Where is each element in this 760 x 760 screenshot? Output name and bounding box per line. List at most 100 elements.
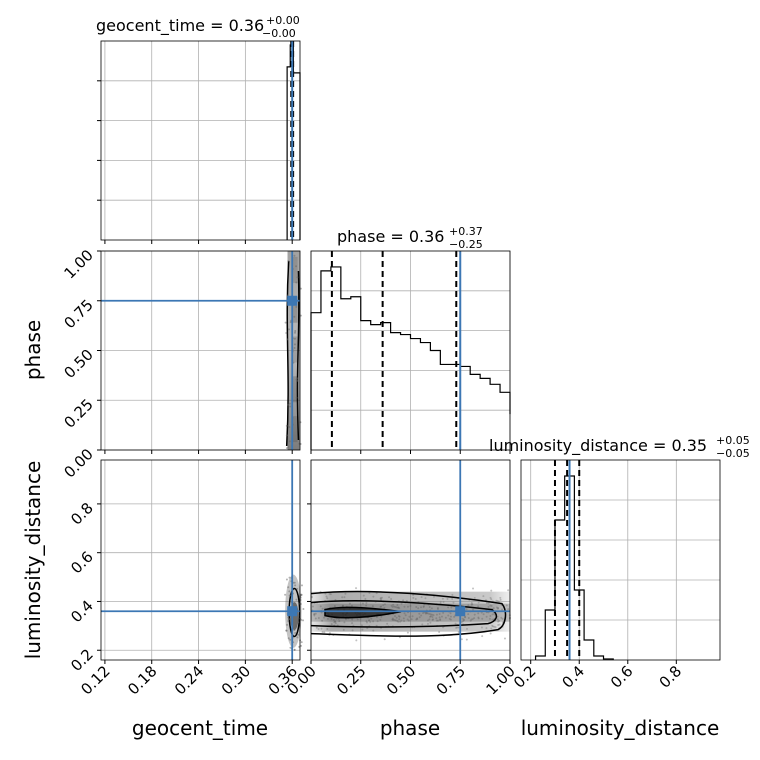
sample-point <box>300 618 303 621</box>
sample-point <box>503 637 506 640</box>
title-luminosity-distance: luminosity_distance = 0.35 +0.05 −0.05 <box>489 434 750 460</box>
sample-point <box>284 593 287 596</box>
y-tick-label: 0.50 <box>60 346 96 382</box>
truth-marker <box>287 606 298 617</box>
x-tick-label: 0.6 <box>607 662 637 692</box>
sample-point <box>287 618 290 621</box>
sample-point <box>300 593 303 596</box>
sample-point <box>285 447 288 450</box>
sample-point <box>460 638 463 641</box>
sample-point <box>288 590 291 593</box>
sample-point <box>296 587 299 590</box>
xlabel-geocent-time: geocent_time <box>132 716 268 740</box>
ylabel-luminosity-distance: luminosity_distance <box>21 461 45 660</box>
sample-point <box>355 639 358 642</box>
sample-point <box>293 581 296 584</box>
sample-point <box>287 616 290 619</box>
sample-point <box>293 346 296 349</box>
svg-text:+0.00: +0.00 <box>266 14 300 27</box>
sample-point <box>297 614 300 617</box>
sample-point <box>286 623 289 626</box>
panel-hist-luminosity-distance: 0.2 0.4 0.6 0.8 <box>510 459 721 692</box>
sample-point <box>472 587 475 590</box>
axes-frame <box>100 459 301 661</box>
x-tick-label: 0.24 <box>171 662 207 698</box>
sample-point <box>294 584 297 587</box>
x-tick-label: 0.75 <box>433 662 469 698</box>
sample-point <box>383 638 386 641</box>
sample-point <box>294 331 297 334</box>
sample-point <box>294 631 297 634</box>
density-cell <box>291 416 298 443</box>
sample-point <box>406 631 409 634</box>
sample-point <box>293 629 296 632</box>
axes-frame <box>520 459 721 661</box>
svg-text:+0.37: +0.37 <box>449 225 483 238</box>
sample-point <box>297 621 300 624</box>
histogram-step <box>534 475 614 660</box>
truth-marker <box>455 606 466 617</box>
svg-text:−0.05: −0.05 <box>716 447 750 460</box>
sample-point <box>293 254 296 257</box>
sample-point <box>288 576 291 579</box>
sample-point <box>285 424 288 427</box>
sample-point <box>295 598 298 601</box>
sample-point <box>289 321 292 324</box>
panel-hist-geocent-time <box>97 40 301 244</box>
sample-point <box>295 624 298 627</box>
sample-point <box>296 636 299 639</box>
sample-point <box>287 619 290 622</box>
sample-point <box>300 644 303 647</box>
sample-point <box>289 405 292 408</box>
y-tick-label: 0.25 <box>60 395 96 431</box>
sample-point <box>287 586 290 589</box>
sample-point <box>295 396 298 399</box>
sample-point <box>300 641 303 644</box>
panel-hist-phase <box>310 250 511 454</box>
xlabel-luminosity-distance: luminosity_distance <box>521 716 720 740</box>
sample-point <box>296 276 299 279</box>
sample-point <box>293 315 296 318</box>
sample-point <box>293 337 296 340</box>
title-geocent-time: geocent_time = 0.36 +0.00 −0.00 <box>96 14 300 40</box>
sample-point <box>284 321 287 324</box>
sample-point <box>285 578 288 581</box>
sample-point <box>287 328 290 331</box>
y-tick-label: 0.4 <box>67 597 97 627</box>
sample-point <box>489 632 492 635</box>
panel-2d-geocent-time-luminosity-distance: 0.12 0.18 0.24 0.30 0.360.20.40.60.8 <box>67 459 305 698</box>
density-cell <box>291 256 298 283</box>
x-tick-label: 0.2 <box>510 662 540 692</box>
sample-point <box>355 587 358 590</box>
svg-text:geocent_time = 0.36: geocent_time = 0.36 <box>96 16 264 36</box>
sample-point <box>295 281 298 284</box>
svg-text:phase = 0.36: phase = 0.36 <box>337 227 444 246</box>
x-tick-label: 0.50 <box>383 662 419 698</box>
sample-point <box>490 589 493 592</box>
ylabel-phase: phase <box>21 320 45 380</box>
contour-line <box>285 260 290 447</box>
sample-point <box>285 629 288 632</box>
sample-point <box>507 589 510 592</box>
svg-text:+0.05: +0.05 <box>716 434 750 447</box>
y-tick-label: 1.00 <box>60 246 96 282</box>
sample-point <box>465 638 468 641</box>
x-tick-label: 0.25 <box>333 662 369 698</box>
sample-point <box>293 649 296 652</box>
sample-point <box>297 602 300 605</box>
sample-point <box>300 584 303 587</box>
sample-point <box>289 594 292 597</box>
y-tick-label: 0.75 <box>60 296 96 332</box>
panel-2d-geocent-time-phase: 0.00 0.25 0.50 0.75 1.00 <box>60 246 302 481</box>
sample-point <box>286 338 289 341</box>
sample-point <box>288 402 291 405</box>
sample-point <box>302 619 305 622</box>
sample-point <box>297 633 300 636</box>
svg-text:−0.00: −0.00 <box>262 27 296 40</box>
sample-point <box>286 403 289 406</box>
histogram-step <box>310 266 511 450</box>
sample-point <box>481 635 484 638</box>
sample-point <box>296 379 299 382</box>
contour-line <box>310 590 507 637</box>
